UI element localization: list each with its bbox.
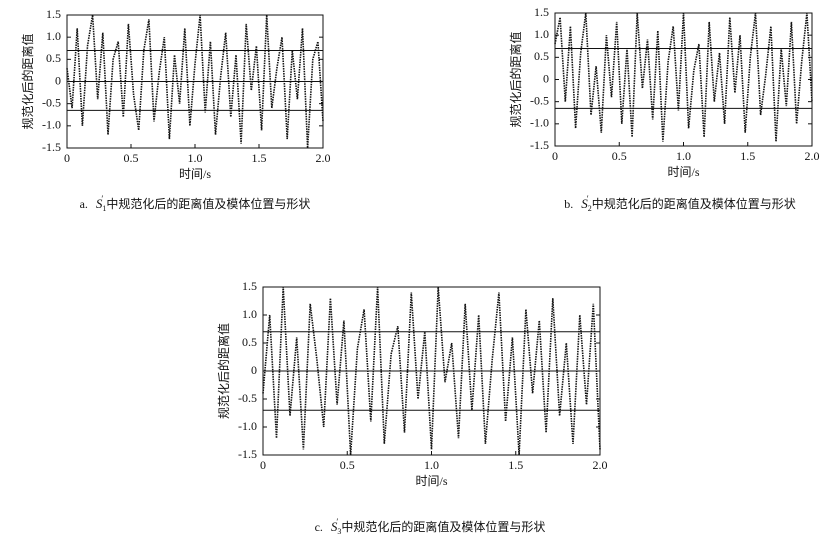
caption-subscript: 3 — [337, 527, 341, 536]
data-line — [262, 286, 601, 456]
x-tick-label: 1.0 — [188, 151, 203, 165]
chart: 1.51.00.50-0.5-1.0-1.50 0.5 1.0 1.5 2.0规范化后的… — [216, 279, 608, 536]
y-axis-label: 规范化后的距离值 — [20, 33, 35, 129]
caption: b. S2′ 中规范化后的距离值及模体位置与形状 — [564, 194, 795, 213]
y-tick-label: 0.5 — [534, 49, 549, 63]
x-tick-label: 2.0 — [805, 149, 820, 163]
caption: c. S3′ 中规范化后的距离值及模体位置与形状 — [315, 517, 546, 536]
caption-superscript: ′ — [101, 194, 103, 204]
x-tick-label: 1.5 — [740, 149, 755, 163]
y-tick-label: -0.5 — [530, 93, 549, 107]
caption-text: 中规范化后的距离值及模体位置与形状 — [106, 196, 310, 211]
x-axis-label: 时间/s — [667, 165, 699, 179]
x-tick-label: 0.5 — [124, 151, 139, 165]
x-tick-label: 0.5 — [612, 149, 627, 163]
caption-label: c. — [315, 520, 323, 534]
y-tick-label: 1.0 — [46, 29, 61, 43]
caption: a. S1′ 中规范化后的距离值及模体位置与形状 — [80, 194, 311, 213]
y-tick-label: 1.5 — [46, 7, 61, 21]
x-tick-label: 1.0 — [424, 458, 439, 472]
y-tick-label: 0.5 — [46, 51, 61, 65]
y-tick-label: -1.0 — [42, 118, 61, 132]
caption-symbol: S — [331, 519, 338, 534]
y-tick-label: 1.5 — [534, 5, 549, 19]
chart: 1.51.00.50-0.5-1.0-1.50 0.5 1.0 1.5 2.0规范化后的… — [20, 7, 331, 213]
y-tick-label: -0.5 — [42, 95, 61, 109]
x-tick-label: 2.0 — [316, 151, 331, 165]
x-tick-label: 2.0 — [593, 458, 608, 472]
y-tick-label: 1.0 — [534, 27, 549, 41]
x-tick-label: 1.5 — [508, 458, 523, 472]
x-tick-label: 0 — [64, 151, 70, 165]
y-tick-label: -1.5 — [530, 138, 549, 152]
caption-symbol: S — [581, 196, 588, 211]
chart: 1.51.00.50-0.5-1.0-1.50 0.5 1.0 1.5 2.0规范化后的… — [508, 5, 820, 213]
x-tick-label: 0.5 — [340, 458, 355, 472]
y-tick-label: 0 — [543, 71, 549, 85]
y-tick-label: 1.0 — [242, 307, 257, 321]
y-tick-label: -1.5 — [238, 447, 257, 461]
y-tick-label: 0.5 — [242, 335, 257, 349]
y-tick-label: -1.0 — [238, 419, 257, 433]
caption-text: 中规范化后的距离值及模体位置与形状 — [341, 519, 545, 534]
x-tick-label: 1.5 — [252, 151, 267, 165]
y-tick-label: 1.5 — [242, 279, 257, 293]
x-axis-label: 时间/s — [415, 474, 447, 488]
caption-superscript: ′ — [587, 194, 589, 204]
plot-frame — [262, 286, 601, 456]
y-tick-label: -0.5 — [238, 391, 257, 405]
caption-label: a. — [80, 197, 88, 211]
caption-superscript: ′ — [336, 517, 338, 527]
y-tick-label: 0 — [251, 363, 257, 377]
caption-symbol: S — [96, 196, 103, 211]
y-tick-label: 0 — [55, 73, 61, 87]
data-line — [554, 12, 813, 142]
data-line — [66, 14, 324, 149]
caption-text: 中规范化后的距离值及模体位置与形状 — [592, 196, 796, 211]
x-tick-label: 1.0 — [676, 149, 691, 163]
x-tick-label: 0 — [260, 458, 266, 472]
caption-subscript: 1 — [102, 204, 106, 213]
y-tick-label: -1.5 — [42, 140, 61, 154]
y-axis-label: 规范化后的距离值 — [508, 31, 523, 127]
y-tick-label: -1.0 — [530, 116, 549, 130]
x-tick-label: 0 — [552, 149, 558, 163]
x-axis-label: 时间/s — [179, 167, 211, 181]
caption-subscript: 2 — [588, 204, 592, 213]
plot-frame — [554, 12, 813, 147]
caption-label: b. — [564, 197, 573, 211]
y-axis-label: 规范化后的距离值 — [216, 323, 231, 419]
plot-frame — [66, 14, 324, 149]
